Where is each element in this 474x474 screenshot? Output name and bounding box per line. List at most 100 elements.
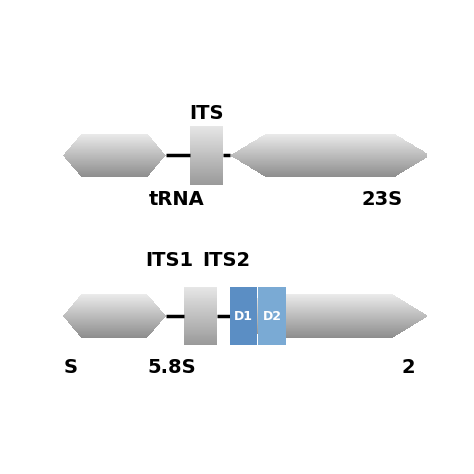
Bar [234,319,423,320]
Bar [65,158,163,159]
Bar [256,333,400,334]
Bar [190,129,223,130]
Bar [74,328,155,329]
Bar [75,330,154,331]
Bar [190,183,223,185]
Bar [184,336,217,337]
Bar [247,145,414,146]
Bar [77,299,152,300]
Bar [190,159,223,160]
Bar [190,130,223,131]
Bar [255,332,401,333]
Bar [190,144,223,145]
Bar [79,296,149,297]
Bar [184,308,217,309]
Bar [237,159,423,160]
Bar [63,316,165,317]
Bar [184,310,217,311]
Bar [184,298,217,299]
Bar [190,166,223,167]
Bar [184,309,217,310]
Bar [240,323,416,324]
Bar [190,126,223,127]
Bar [184,320,217,321]
Bar [256,171,404,172]
Bar [184,338,217,339]
Bar [262,295,395,296]
Bar [76,170,153,171]
Bar [73,303,155,304]
Bar [190,167,223,168]
Bar [258,297,398,298]
Bar [249,143,411,144]
Bar [64,153,164,154]
Bar [184,297,217,298]
Bar [237,310,420,311]
Bar [64,157,164,158]
Bar [235,152,425,153]
Bar [242,324,414,325]
Bar [244,306,413,307]
Bar [74,329,155,330]
Bar [190,174,223,175]
Bar [264,294,393,295]
Bar [233,157,427,158]
Bar [236,320,421,321]
Bar [262,336,395,337]
Bar [64,154,164,155]
Bar [184,287,217,288]
Bar [78,334,150,335]
Bar [78,298,151,299]
Bar [184,292,217,293]
Bar [184,328,217,329]
Bar [241,308,415,309]
Bar [184,305,217,306]
Bar [190,158,223,159]
Text: S: S [63,358,77,377]
Bar [70,163,159,164]
Bar [78,333,151,334]
Bar [252,301,405,302]
Bar [254,300,403,301]
Bar [264,337,393,338]
Bar [190,165,223,166]
Bar [190,147,223,149]
Bar [68,149,161,150]
Bar [243,147,417,148]
Bar [239,309,417,310]
Text: 23S: 23S [362,190,403,209]
Bar [77,171,152,172]
Bar [250,167,410,168]
Bar [184,293,217,295]
Bar [184,317,217,318]
Bar [70,308,159,309]
Bar [184,303,217,304]
Bar [75,141,154,142]
Bar [257,138,403,139]
Bar [190,161,223,162]
Bar [74,168,155,169]
Bar [184,288,217,289]
Bar [184,344,217,345]
Text: ITS2: ITS2 [202,251,250,270]
Bar [78,137,151,138]
Bar [190,134,223,135]
Bar [230,314,426,315]
Bar [190,177,223,178]
Bar [257,298,399,299]
Text: ITS1: ITS1 [146,251,193,270]
Bar [190,160,223,161]
Bar [184,322,217,323]
Bar [72,165,157,166]
Bar [258,287,286,345]
Bar [184,314,217,315]
Bar [242,307,414,308]
Bar [67,310,161,311]
Bar [184,329,217,331]
Bar [79,335,149,336]
Bar [257,172,403,173]
Bar [248,166,412,167]
Bar [64,317,164,318]
Bar [253,141,407,142]
Bar [73,166,156,167]
